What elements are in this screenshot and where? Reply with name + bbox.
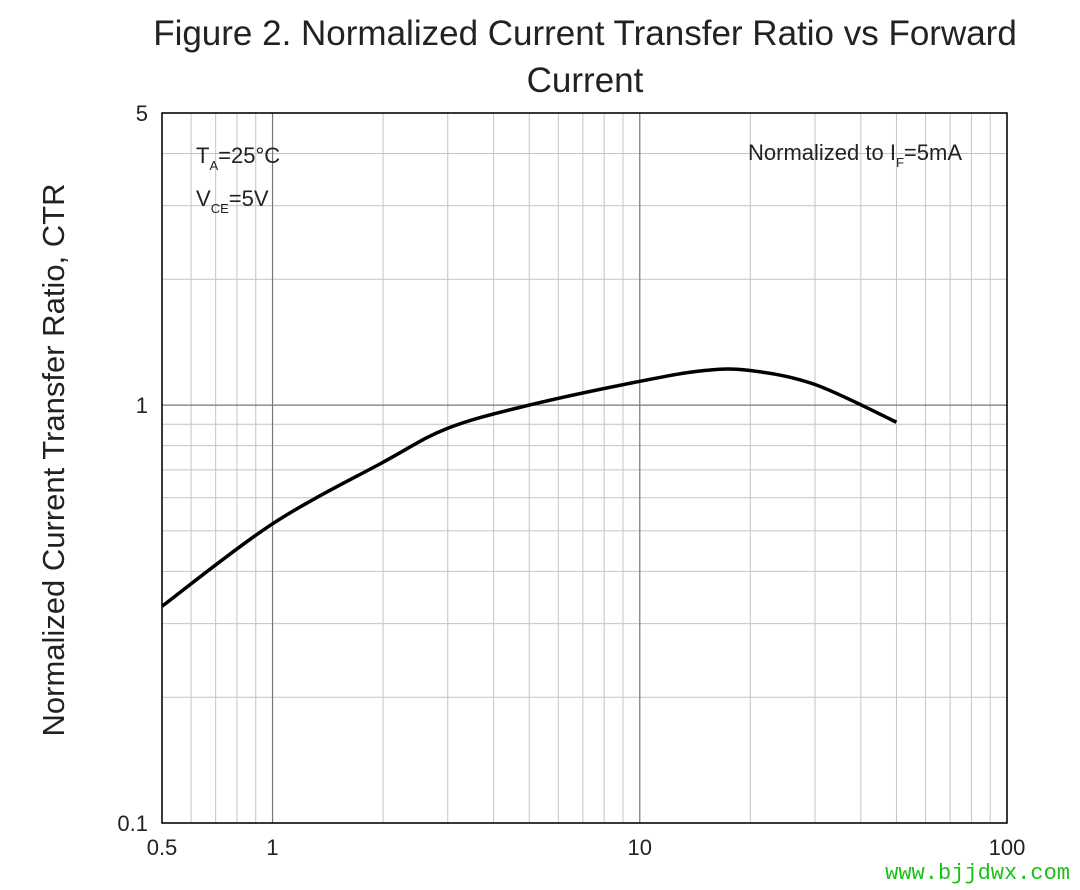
annotation-text: T	[196, 143, 209, 168]
x-tick-label: 10	[628, 835, 652, 860]
annotation: Normalized to IF=5mA	[748, 140, 962, 170]
annotation-text: =5V	[229, 186, 269, 211]
y-axis-label: Normalized Current Transfer Ratio, CTR	[36, 184, 71, 737]
x-tick-label: 1	[266, 835, 278, 860]
annotation-subscript: F	[896, 155, 904, 170]
annotation-text: V	[196, 186, 211, 211]
watermark: www.bjjdwx.com	[885, 861, 1070, 886]
annotation-text: =5mA	[904, 140, 962, 165]
annotation-text: =25°C	[218, 143, 280, 168]
y-tick-label: 0.1	[117, 811, 148, 836]
y-tick-label: 1	[136, 393, 148, 418]
plot-border	[161, 112, 1008, 824]
annotation: VCE=5V	[196, 186, 269, 216]
data-line	[160, 367, 898, 608]
annotation: TA=25°C	[196, 143, 280, 173]
chart-title: Figure 2. Normalized Current Transfer Ra…	[153, 14, 1017, 100]
y-tick-label: 5	[136, 101, 148, 126]
annotation-subscript: A	[209, 158, 218, 173]
x-tick-label: 0.5	[147, 835, 178, 860]
x-tick-label: 100	[989, 835, 1026, 860]
annotation-subscript: CE	[211, 201, 229, 216]
annotation-text: Normalized to I	[748, 140, 896, 165]
